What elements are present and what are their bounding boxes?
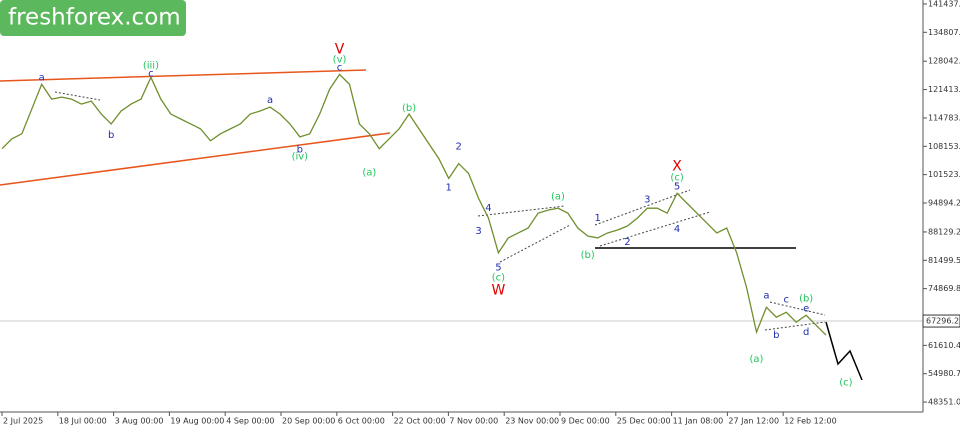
wave-label: 4	[485, 203, 491, 214]
y-tick-label: 108153.60	[928, 142, 960, 151]
y-tick-label: 74869.80	[928, 284, 960, 293]
y-tick-label: 94894.20	[928, 199, 960, 208]
x-tick-label: 20 Sep 00:00	[282, 417, 335, 426]
logo-box	[0, 0, 186, 36]
channel-line	[477, 205, 566, 217]
y-tick-label: 114783.30	[928, 113, 960, 122]
wave-label: a	[763, 290, 769, 301]
wave-label: (c)	[670, 172, 683, 183]
wave-label: c	[337, 62, 343, 73]
channel-line	[599, 211, 711, 247]
x-tick-label: 9 Dec 00:00	[561, 417, 610, 426]
wave-label: 1	[446, 182, 452, 193]
wave-label: W	[491, 282, 505, 298]
y-tick-label: 88129.20	[928, 227, 960, 236]
wave-label: a	[267, 95, 273, 106]
wave-label: 2	[455, 142, 461, 153]
wave-label: 4	[674, 224, 680, 235]
wave-label: a	[39, 72, 45, 83]
current-price-label: 67296.20	[926, 317, 960, 326]
x-tick-label: 2 Jul 2025	[3, 417, 43, 426]
wave-label: 2	[624, 237, 630, 248]
x-tick-label: 18 Jul 00:00	[59, 417, 107, 426]
wave-label: (a)	[362, 167, 376, 178]
wave-label: 5	[674, 181, 680, 192]
wave-label: 3	[475, 226, 481, 237]
wave-label: b	[773, 330, 779, 341]
x-tick-label: 6 Oct 00:00	[338, 417, 385, 426]
x-tick-label: 3 Aug 00:00	[115, 417, 164, 426]
x-tick-label: 27 Jan 12:00	[728, 417, 779, 426]
y-tick-label: 48351.00	[928, 398, 960, 407]
y-tick-label: 54980.70	[928, 369, 960, 378]
wave-label: d	[803, 327, 809, 338]
wave-label: (b)	[402, 103, 416, 114]
wave-label: X	[672, 159, 682, 175]
price-line	[1, 73, 827, 336]
logo: freshforex.com	[8, 5, 181, 31]
trendline	[0, 132, 391, 186]
x-tick-label: 4 Sep 00:00	[226, 417, 274, 426]
wave-label: V	[335, 42, 345, 58]
x-tick-label: 19 Aug 00:00	[170, 417, 224, 426]
y-tick-label: 81499.50	[928, 256, 960, 265]
wave-label: (iii)	[143, 60, 159, 71]
wave-label: b	[108, 130, 114, 141]
wave-label: (a)	[750, 354, 764, 365]
wave-label: (c)	[492, 273, 505, 284]
channel-line	[499, 224, 571, 263]
channel-line	[769, 301, 826, 316]
x-tick-label: 11 Jan 08:00	[673, 417, 724, 426]
y-tick-label: 141437.40	[928, 0, 960, 8]
y-tick-label: 61610.40	[928, 341, 960, 350]
wave-label: (c)	[839, 378, 852, 389]
wave-label: c	[148, 68, 154, 79]
wave-label: (b)	[799, 293, 813, 304]
current-price-box	[922, 314, 960, 328]
wave-label: 1	[594, 213, 600, 224]
x-tick-label: 25 Dec 00:00	[617, 417, 671, 426]
wave-label: (iv)	[292, 152, 309, 163]
wave-label: (b)	[581, 250, 595, 261]
x-tick-label: 22 Oct 00:00	[394, 417, 446, 426]
wave-label: 3	[644, 194, 650, 205]
x-tick-label: 23 Nov 00:00	[505, 417, 559, 426]
trendline	[0, 69, 367, 82]
wave-label: b	[297, 145, 303, 156]
y-tick-label: 101523.90	[928, 170, 960, 179]
channel-line	[594, 189, 691, 226]
x-tick-label: 7 Nov 00:00	[449, 417, 498, 426]
y-tick-label: 128042.70	[928, 57, 960, 66]
forecast-path	[825, 321, 863, 381]
wave-label: e	[803, 303, 809, 314]
x-tick-label: 12 Feb 12:00	[784, 417, 836, 426]
wave-label: (v)	[333, 54, 347, 65]
y-tick-label: 134807.60	[928, 28, 960, 37]
wave-label: c	[784, 294, 790, 305]
wave-label: 5	[495, 263, 501, 274]
y-tick-label: 121413.00	[928, 85, 960, 94]
wave-label: (a)	[551, 191, 565, 202]
